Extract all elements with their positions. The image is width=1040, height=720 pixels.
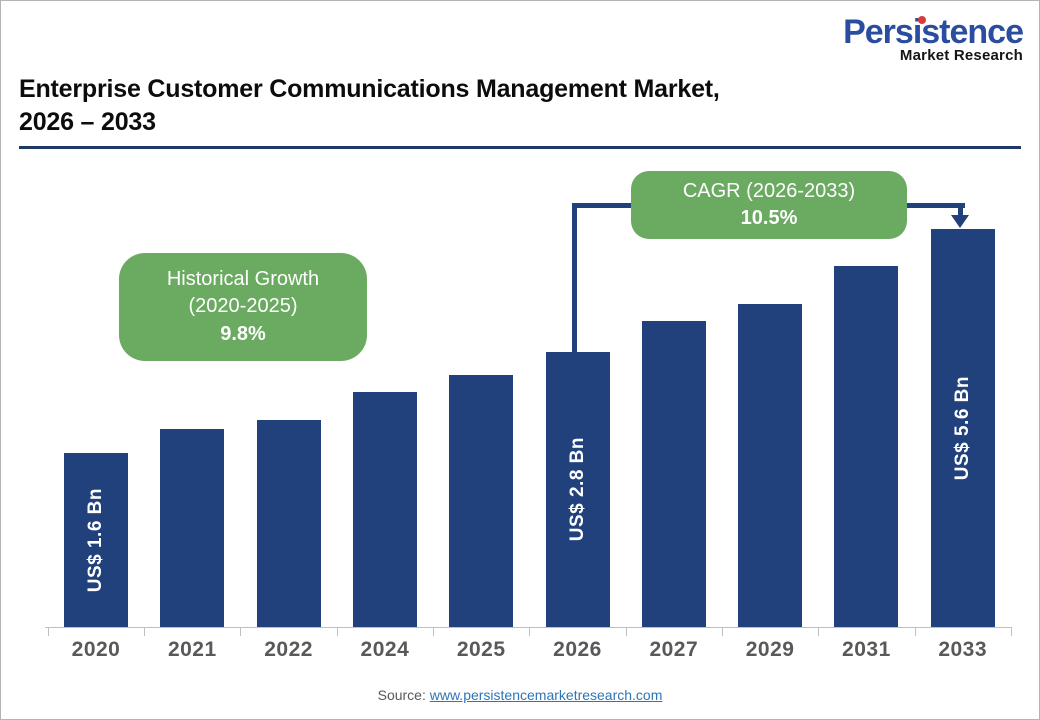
x-axis-label-2020: 2020 <box>71 638 121 661</box>
bar-2027 <box>641 321 706 627</box>
x-axis-tick <box>529 627 531 636</box>
x-axis-label-2027: 2027 <box>649 638 699 661</box>
connector-line-from-cagr-box <box>903 203 965 208</box>
x-axis-tick <box>144 627 146 636</box>
cagr-value: 10.5% <box>740 207 798 229</box>
connector-line-to-2033-bar <box>958 203 963 217</box>
source-link[interactable]: www.persistencemarketresearch.com <box>429 687 663 703</box>
bar-2025 <box>449 375 514 627</box>
x-axis-tick <box>914 627 916 636</box>
cagr-callout: CAGR (2026-2033) 10.5% <box>631 171 907 239</box>
page-title-line1: Enterprise Customer Communications Manag… <box>19 75 720 103</box>
bar-2031 <box>834 266 899 627</box>
x-axis-label-2031: 2031 <box>842 638 891 661</box>
bar-value-label-2020: US$ 1.6 Bn <box>85 487 106 593</box>
x-axis-tick <box>722 627 723 636</box>
connector-line-to-cagr-box <box>572 203 634 208</box>
title-divider <box>19 146 1021 149</box>
bar-2024 <box>352 392 417 627</box>
x-axis-label-2029: 2029 <box>745 638 795 661</box>
x-axis-tick <box>336 627 338 636</box>
logo-brand-text: Persistence <box>843 13 1024 51</box>
registered-mark-icon <box>918 16 927 24</box>
x-axis-label-2022: 2022 <box>264 638 313 661</box>
historical-growth-period: (2020-2025) <box>188 295 298 318</box>
bar-2033: US$ 5.6 Bn <box>930 229 995 627</box>
x-axis-tick <box>1010 627 1012 636</box>
x-axis-tick <box>625 627 627 636</box>
x-axis-label-2033: 2033 <box>938 638 988 661</box>
x-axis-label-2024: 2024 <box>360 638 410 661</box>
source-line: Source: www.persistencemarketresearch.co… <box>1 687 1039 703</box>
brand-logo: Persistence Market Research <box>843 13 1024 64</box>
x-axis-label-2026: 2026 <box>553 638 602 661</box>
historical-growth-label: Historical Growth <box>166 267 320 290</box>
page-title-line2: 2026 – 2033 <box>19 108 156 136</box>
x-axis-tick <box>818 627 820 636</box>
arrow-down-icon <box>951 215 969 228</box>
cagr-label: CAGR (2026-2033) <box>682 180 856 202</box>
bar-value-label-2033: US$ 5.6 Bn <box>951 375 973 481</box>
x-axis-tick <box>47 627 49 636</box>
logo-subtitle-text: Market Research <box>899 47 1023 64</box>
x-axis-tick <box>433 627 435 636</box>
page-title: Enterprise Customer Communications Manag… <box>19 73 720 139</box>
x-axis-label-2021: 2021 <box>167 638 217 661</box>
connector-line-from-2026-bar <box>572 203 577 352</box>
x-axis-line <box>45 627 1012 628</box>
bar-2020: US$ 1.6 Bn <box>64 453 128 627</box>
bar-2021 <box>160 429 225 627</box>
historical-growth-callout: Historical Growth (2020-2025) 9.8% <box>119 253 367 361</box>
bar-value-label-2026: US$ 2.8 Bn <box>566 437 588 542</box>
bar-2029 <box>738 304 803 627</box>
bar-2026: US$ 2.8 Bn <box>545 352 610 627</box>
bar-2022 <box>256 420 321 627</box>
source-prefix: Source: <box>377 687 430 703</box>
historical-growth-value: 9.8% <box>220 322 266 345</box>
x-axis-tick <box>240 627 242 636</box>
x-axis-label-2025: 2025 <box>456 638 506 661</box>
